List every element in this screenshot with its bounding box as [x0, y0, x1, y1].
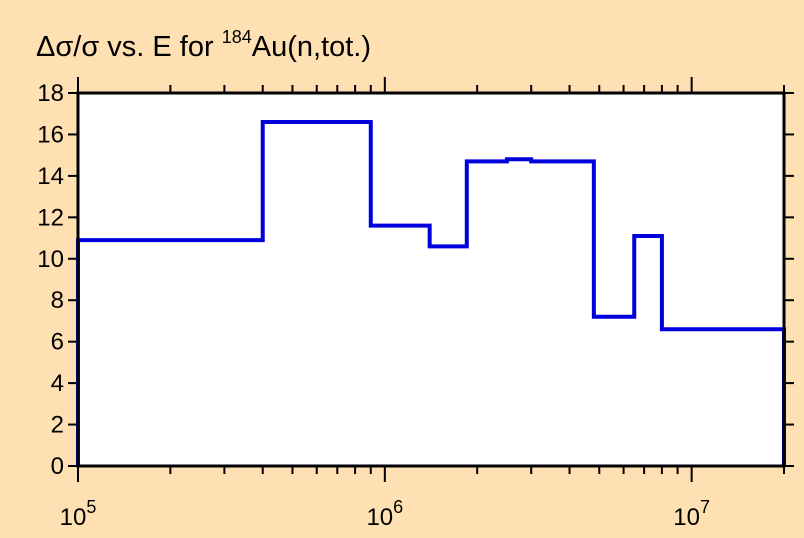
y-tick-label: 12: [37, 204, 64, 231]
y-tick-label: 18: [37, 80, 64, 107]
series-line: [76, 120, 786, 466]
chart-title-suffix: Au(n,tot.): [252, 31, 371, 63]
x-tick-label: 105: [60, 497, 97, 531]
y-tick-label: 16: [37, 121, 64, 148]
y-tick-label: 0: [51, 453, 64, 480]
x-tick-label-base: 10: [673, 504, 700, 531]
x-tick-label: 106: [366, 497, 403, 531]
chart-title: Δσ/σ vs. E for 184Au(n,tot.): [36, 27, 371, 63]
chart-title-isotope-mass: 184: [222, 27, 252, 47]
y-tick-label: 10: [37, 246, 64, 273]
y-tick-label: 14: [37, 163, 64, 190]
plot-area: [78, 93, 784, 466]
series-group: [76, 120, 786, 466]
x-tick-label-base: 10: [366, 504, 393, 531]
x-tick-label-exponent: 6: [393, 497, 403, 517]
x-tick-label-exponent: 5: [86, 497, 96, 517]
x-tick-label-base: 10: [60, 504, 87, 531]
y-tick-label: 4: [51, 370, 64, 397]
y-tick-label: 8: [51, 287, 64, 314]
y-tick-label: 6: [51, 329, 64, 356]
plot-frame: [76, 91, 786, 468]
x-tick-label: 107: [673, 497, 710, 531]
x-tick-label-exponent: 7: [700, 497, 710, 517]
chart-title-prefix: Δσ/σ vs. E for: [36, 31, 222, 63]
y-tick-label: 2: [51, 412, 64, 439]
